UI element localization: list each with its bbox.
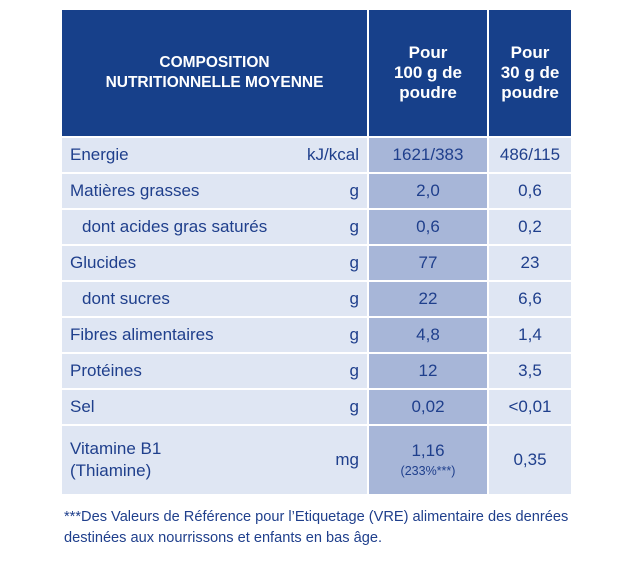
nutrient-name: Fibres alimentaires <box>62 318 367 352</box>
value-per-100g: 22 <box>369 282 487 316</box>
nutrient-name: Matières grasses <box>62 174 367 208</box>
header-composition-line2: NUTRITIONNELLE MOYENNE <box>105 74 324 91</box>
nutrient-name: dont acides gras saturés <box>62 210 367 244</box>
value-per-100g: 12 <box>369 354 487 388</box>
footnote: ***Des Valeurs de Référence pour l’Etiqu… <box>64 509 569 546</box>
table-header: COMPOSITION NUTRITIONNELLE MOYENNE Pour … <box>62 10 571 136</box>
table-row: Energie kJ/kcal 1621/383 486/115 <box>62 138 571 172</box>
table-row: dont sucres g 22 6,6 <box>62 282 571 316</box>
table-row: Protéines g 12 3,5 <box>62 354 571 388</box>
header-per-100g-line1: Pour <box>408 43 448 62</box>
table-row: Matières grasses g 2,0 0,6 <box>62 174 571 208</box>
nutrition-table: COMPOSITION NUTRITIONNELLE MOYENNE Pour … <box>62 10 571 494</box>
table-row: Glucides g 77 23 <box>62 246 571 280</box>
value-per-30g: 0,35 <box>489 426 571 494</box>
table-row: dont acides gras saturés g 0,6 0,2 <box>62 210 571 244</box>
value-per-100g: 4,8 <box>369 318 487 352</box>
value-per-30g: 3,5 <box>489 354 571 388</box>
value-per-30g: 1,4 <box>489 318 571 352</box>
value-per-100g: 2,0 <box>369 174 487 208</box>
value-per-30g: 0,2 <box>489 210 571 244</box>
nutrient-name: Vitamine B1 (Thiamine) <box>62 426 367 494</box>
value-per-100g-note: (233%***) <box>400 464 456 478</box>
nutrient-name: Protéines <box>62 354 367 388</box>
nutrient-name: Energie <box>62 138 367 172</box>
table-row: Vitamine B1 (Thiamine) mg 1,16 (233%***)… <box>62 426 571 494</box>
header-per-100g-line2: 100 g de <box>393 63 463 82</box>
nutrient-name: Glucides <box>62 246 367 280</box>
value-per-100g: 77 <box>369 246 487 280</box>
header-per-30g-line1: Pour <box>510 43 550 62</box>
header-per-100g: Pour 100 g de poudre <box>369 10 487 136</box>
nutrient-name: Sel <box>62 390 367 424</box>
table-row: Sel g 0,02 <0,01 <box>62 390 571 424</box>
value-per-30g: 486/115 <box>489 138 571 172</box>
value-per-100g: 0,02 <box>369 390 487 424</box>
header-per-30g-line2: 30 g de <box>500 63 560 82</box>
header-composition-line1: COMPOSITION <box>159 54 270 71</box>
header-per-30g-line3: poudre <box>501 83 559 102</box>
value-per-30g: <0,01 <box>489 390 571 424</box>
value-per-100g: 1621/383 <box>369 138 487 172</box>
nutrient-name: dont sucres <box>62 282 367 316</box>
value-per-100g: 0,6 <box>369 210 487 244</box>
value-per-30g: 6,6 <box>489 282 571 316</box>
value-per-100g: 1,16 (233%***) <box>369 426 487 494</box>
nutrient-name-line2: (Thiamine) <box>70 461 152 480</box>
table-row: Fibres alimentaires g 4,8 1,4 <box>62 318 571 352</box>
value-per-100g-main: 1,16 <box>411 441 445 460</box>
nutrient-name-line1: Vitamine B1 <box>70 439 162 458</box>
header-per-30g: Pour 30 g de poudre <box>489 10 571 136</box>
header-composition: COMPOSITION NUTRITIONNELLE MOYENNE <box>62 10 367 136</box>
header-per-100g-line3: poudre <box>399 83 457 102</box>
value-per-30g: 0,6 <box>489 174 571 208</box>
value-per-30g: 23 <box>489 246 571 280</box>
